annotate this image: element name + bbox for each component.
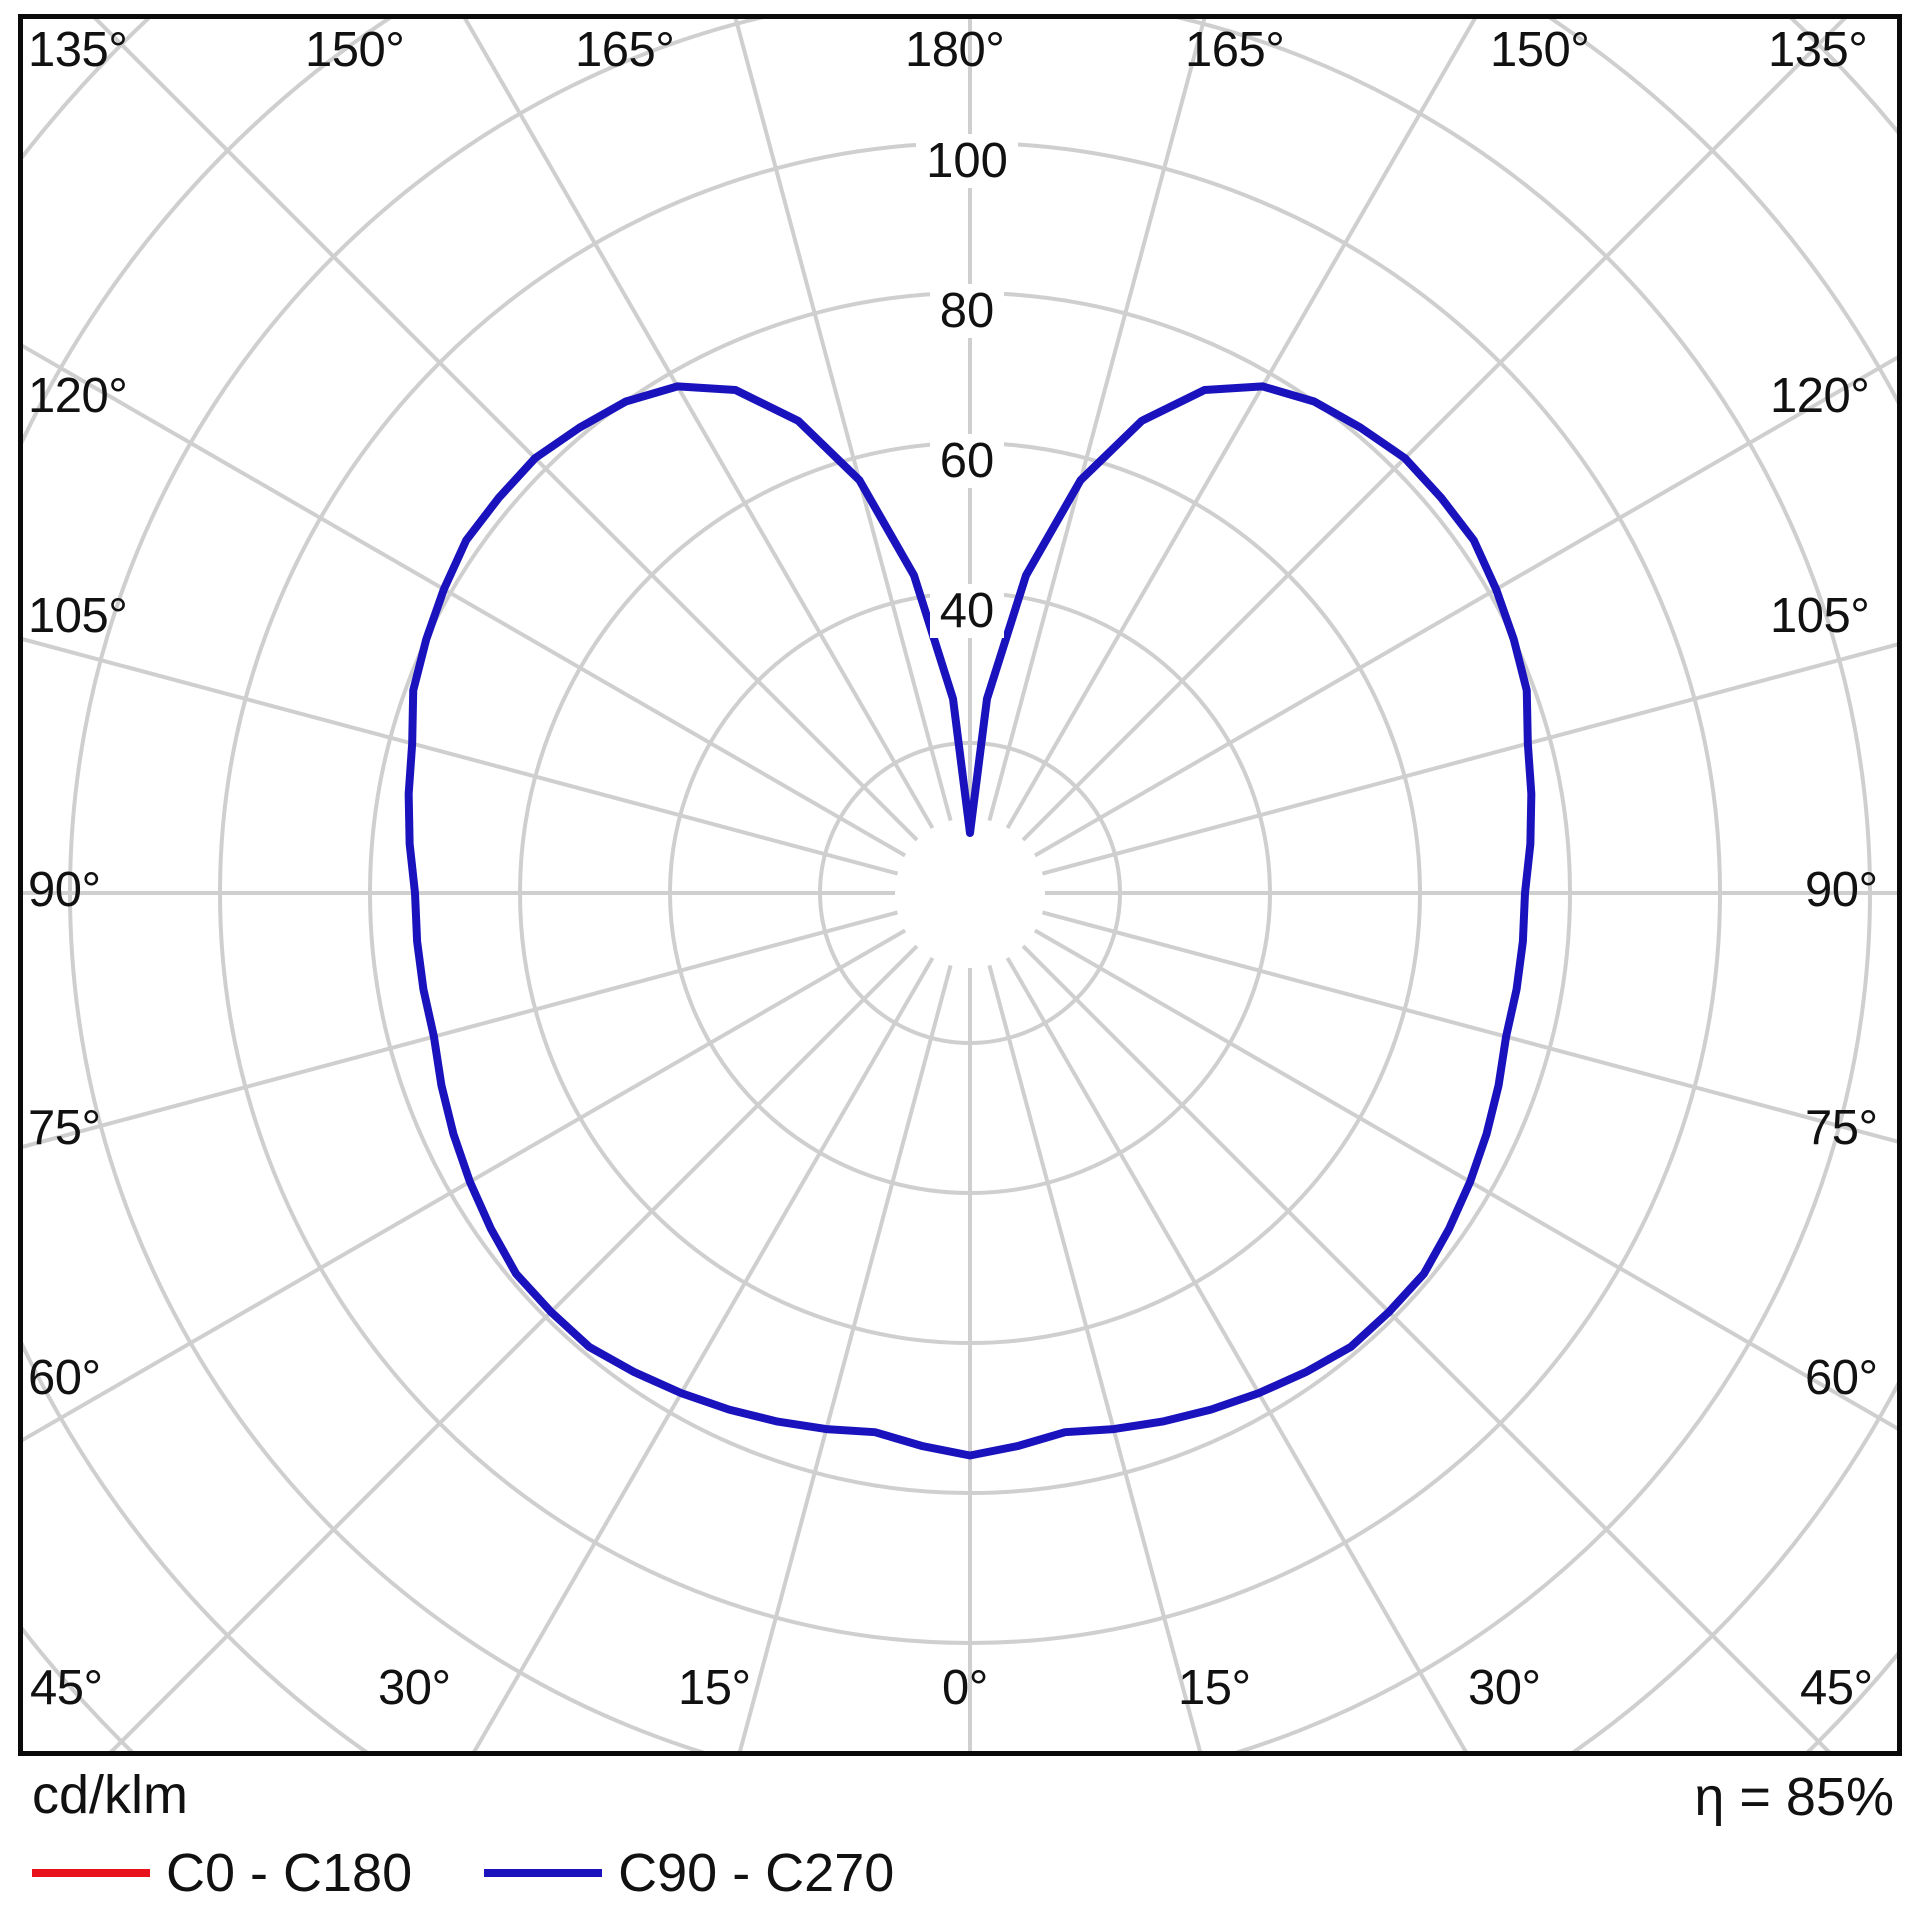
legend-item-1[interactable]: C0 - C180: [32, 1842, 412, 1904]
angle-label-top-3: 180°: [905, 23, 1005, 77]
angle-label-left-4: 60°: [28, 1351, 101, 1405]
radial-label-text: 40: [929, 584, 1005, 638]
grid-spoke: [987, 964, 1202, 1751]
series-curve-2: [404, 382, 1536, 1460]
radial-label-1: 80: [0, 283, 1920, 339]
angle-label-right-1: 105°: [1770, 589, 1870, 643]
grid-spoke: [23, 343, 907, 858]
angle-label-top-1: 150°: [305, 23, 405, 77]
radial-label-3: 40: [0, 583, 1920, 639]
angle-label-top-4: 165°: [1185, 23, 1285, 77]
grid-spoke: [23, 928, 907, 1443]
grid-spoke: [738, 964, 953, 1751]
radial-label-0: 100: [0, 133, 1920, 189]
grid-spoke: [1005, 19, 1477, 830]
angle-label-left-3: 75°: [28, 1101, 101, 1155]
grid-rings: [23, 19, 1897, 1751]
grid-spoke: [1041, 910, 1897, 1144]
angle-label-left-2: 90°: [28, 863, 101, 917]
legend-swatch-1: [32, 1869, 150, 1877]
angle-label-bottom-2: 15°: [678, 1661, 751, 1715]
efficiency-label: η = 85%: [1694, 1767, 1894, 1827]
angle-label-top-2: 165°: [575, 23, 675, 77]
grid-spoke: [472, 956, 935, 1751]
grid-spoke: [463, 19, 935, 830]
angle-label-right-4: 60°: [1805, 1351, 1878, 1405]
grid-spoke: [1005, 956, 1468, 1751]
radial-label-2: 60: [0, 433, 1920, 489]
legend-label-2: C90 - C270: [618, 1843, 895, 1903]
radial-label-text: 60: [929, 434, 1005, 488]
series-curves: [404, 382, 1536, 1460]
legend-gap: [412, 1873, 484, 1874]
grid-spoke: [733, 19, 953, 822]
angle-label-left-0: 120°: [28, 369, 128, 423]
polar-plot: [23, 19, 1897, 1751]
grid-spoke: [109, 944, 919, 1751]
angle-label-bottom-4: 15°: [1178, 1661, 1251, 1715]
angle-label-right-0: 120°: [1770, 369, 1870, 423]
radial-label-text: 100: [916, 134, 1018, 188]
legend-swatch-2: [484, 1869, 603, 1877]
grid-spoke: [1033, 928, 1897, 1431]
angle-label-right-2: 90°: [1805, 863, 1878, 917]
angle-label-right-3: 75°: [1805, 1101, 1878, 1155]
angle-label-left-1: 105°: [28, 589, 128, 643]
legend-items: C0 - C180 C90 - C270: [32, 1842, 894, 1904]
grid-spokes: [23, 19, 1897, 1751]
grid-spoke: [1021, 19, 1847, 842]
grid-spoke: [93, 19, 919, 842]
unit-label: cd/klm: [32, 1765, 189, 1825]
plot-frame: [18, 14, 1902, 1756]
angle-label-top-0: 135°: [28, 23, 128, 77]
angle-label-bottom-1: 30°: [378, 1661, 451, 1715]
angle-label-bottom-6: 45°: [1800, 1661, 1873, 1715]
legend-item-2[interactable]: C90 - C270: [484, 1842, 894, 1904]
grid-spoke: [987, 19, 1207, 822]
radial-label-text: 80: [929, 284, 1005, 338]
grid-spoke: [1041, 642, 1897, 876]
grid-spoke: [23, 910, 899, 1149]
angle-label-top-5: 150°: [1490, 23, 1590, 77]
grid-spoke: [1021, 944, 1831, 1751]
legend: cd/klm η = 85% C0 - C180 C90 - C270: [0, 1760, 1920, 1920]
grid-spoke: [1033, 355, 1897, 858]
angle-label-top-6: 135°: [1768, 23, 1868, 77]
angle-label-bottom-5: 30°: [1468, 1661, 1541, 1715]
grid-spoke: [23, 637, 899, 876]
legend-label-1: C0 - C180: [166, 1843, 413, 1903]
angle-label-bottom-0: 45°: [30, 1661, 103, 1715]
angle-label-bottom-3: 0°: [942, 1661, 988, 1715]
